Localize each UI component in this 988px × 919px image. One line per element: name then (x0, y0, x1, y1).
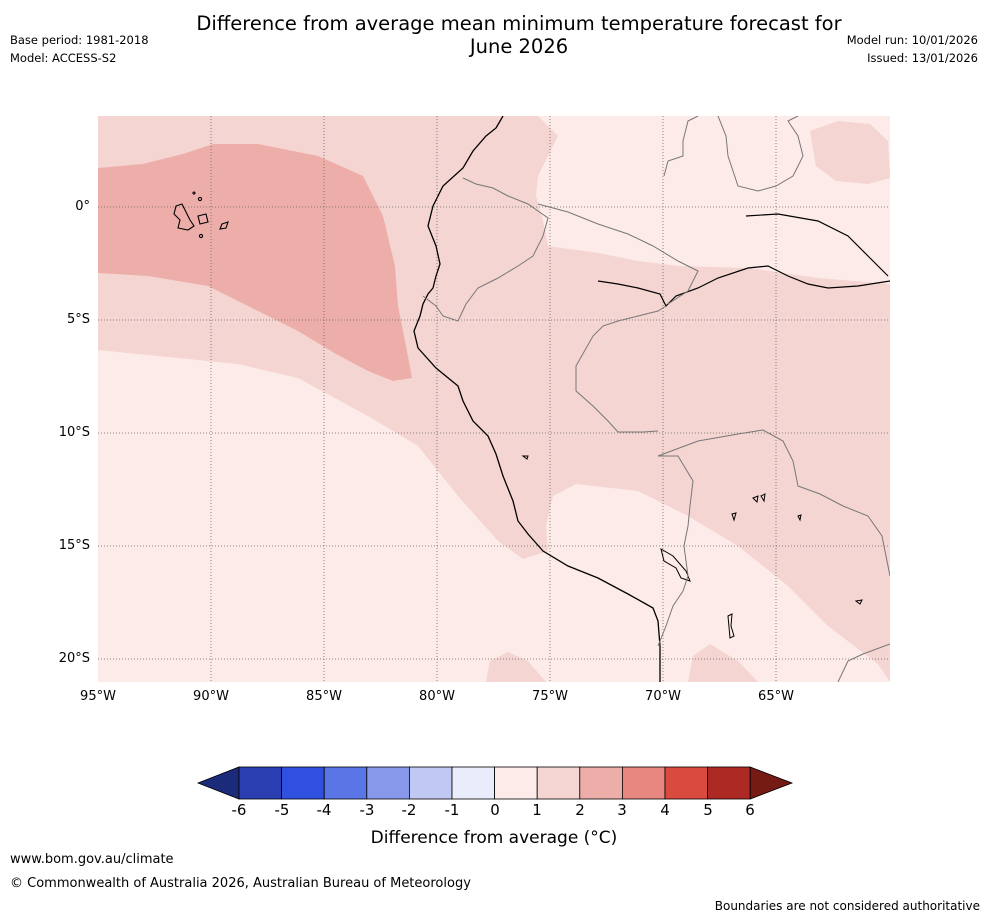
graticule (98, 116, 890, 682)
footer-url[interactable]: www.bom.gov.au/climate (10, 852, 174, 867)
colorbar (196, 766, 794, 800)
title-line-2: June 2026 (469, 35, 569, 58)
country-borders (422, 116, 890, 682)
colorbar-tick: 0 (490, 801, 500, 819)
lon-label-80w: 80°W (419, 689, 455, 704)
meta-left: Base period: 1981-2018 Model: ACCESS-S2 (10, 31, 149, 67)
colorbar-segment (281, 766, 325, 800)
colorbar-tick: 1 (532, 801, 542, 819)
lat-label-10s: 10°S (58, 425, 90, 440)
colorbar-tick: -2 (401, 801, 417, 819)
colorbar-tick: -4 (316, 801, 332, 819)
lon-label-95w: 95°W (80, 689, 116, 704)
anomaly-patch-south-2 (688, 644, 758, 682)
colorbar-segment (366, 766, 410, 800)
colorbar-tick: -6 (231, 801, 247, 819)
colorbar-tick: -5 (274, 801, 290, 819)
colorbar-label: Difference from average (°C) (370, 828, 618, 848)
colorbar-segment (323, 766, 368, 800)
lake-titicaca (660, 547, 691, 582)
model-name: Model: ACCESS-S2 (10, 51, 117, 65)
amazon-river (597, 265, 890, 308)
lon-label-75w: 75°W (532, 689, 568, 704)
footer-copyright: © Commonwealth of Australia 2026, Austra… (10, 876, 471, 891)
colorbar-segment (494, 766, 538, 800)
colorbar-segment (536, 766, 581, 800)
lon-label-70w: 70°W (645, 689, 681, 704)
colorbar-tick: -3 (359, 801, 375, 819)
anomaly-band-2-3-ne (810, 121, 890, 184)
colorbar-tick: 5 (703, 801, 713, 819)
lat-label-15s: 15°S (58, 538, 90, 553)
colorbar-tick: 6 (745, 801, 755, 819)
colorbar-tick: 3 (617, 801, 627, 819)
colorbar-segment (579, 766, 623, 800)
lat-label-0: 0° (75, 199, 90, 214)
colorbar-extend-high (749, 766, 794, 800)
title-line-1: Difference from average mean minimum tem… (196, 12, 842, 35)
map-title: Difference from average mean minimum tem… (0, 12, 988, 58)
lon-label-65w: 65°W (758, 689, 794, 704)
anomaly-band-3-4 (98, 144, 412, 381)
base-period: Base period: 1981-2018 (10, 33, 149, 47)
colorbar-segment (707, 766, 751, 800)
northern-river (745, 213, 889, 277)
meta-right: Model run: 10/01/2026 Issued: 13/01/2026 (847, 31, 978, 67)
colorbar-extend-low (196, 766, 240, 800)
colorbar-segment (238, 766, 282, 800)
lon-label-90w: 90°W (193, 689, 229, 704)
colorbar-tick: -1 (444, 801, 460, 819)
small-lakes (521, 455, 863, 639)
colorbar-segment (451, 766, 495, 800)
anomaly-patch-south-1 (486, 652, 546, 682)
model-run: Model run: 10/01/2026 (846, 33, 978, 47)
colorbar-tick: 4 (660, 801, 670, 819)
colorbar-segment (621, 766, 666, 800)
colorbar-tick: 2 (575, 801, 585, 819)
lat-label-20s: 20°S (58, 651, 90, 666)
galapagos-islands (173, 191, 229, 239)
coastline (413, 116, 661, 682)
colorbar-segment (664, 766, 708, 800)
lat-label-5s: 5°S (66, 312, 90, 327)
issued-date: Issued: 13/01/2026 (867, 51, 978, 65)
footer-disclaimer: Boundaries are not considered authoritat… (714, 899, 980, 913)
forecast-map (98, 116, 890, 682)
lon-label-85w: 85°W (306, 689, 342, 704)
colorbar-segment (408, 766, 453, 800)
